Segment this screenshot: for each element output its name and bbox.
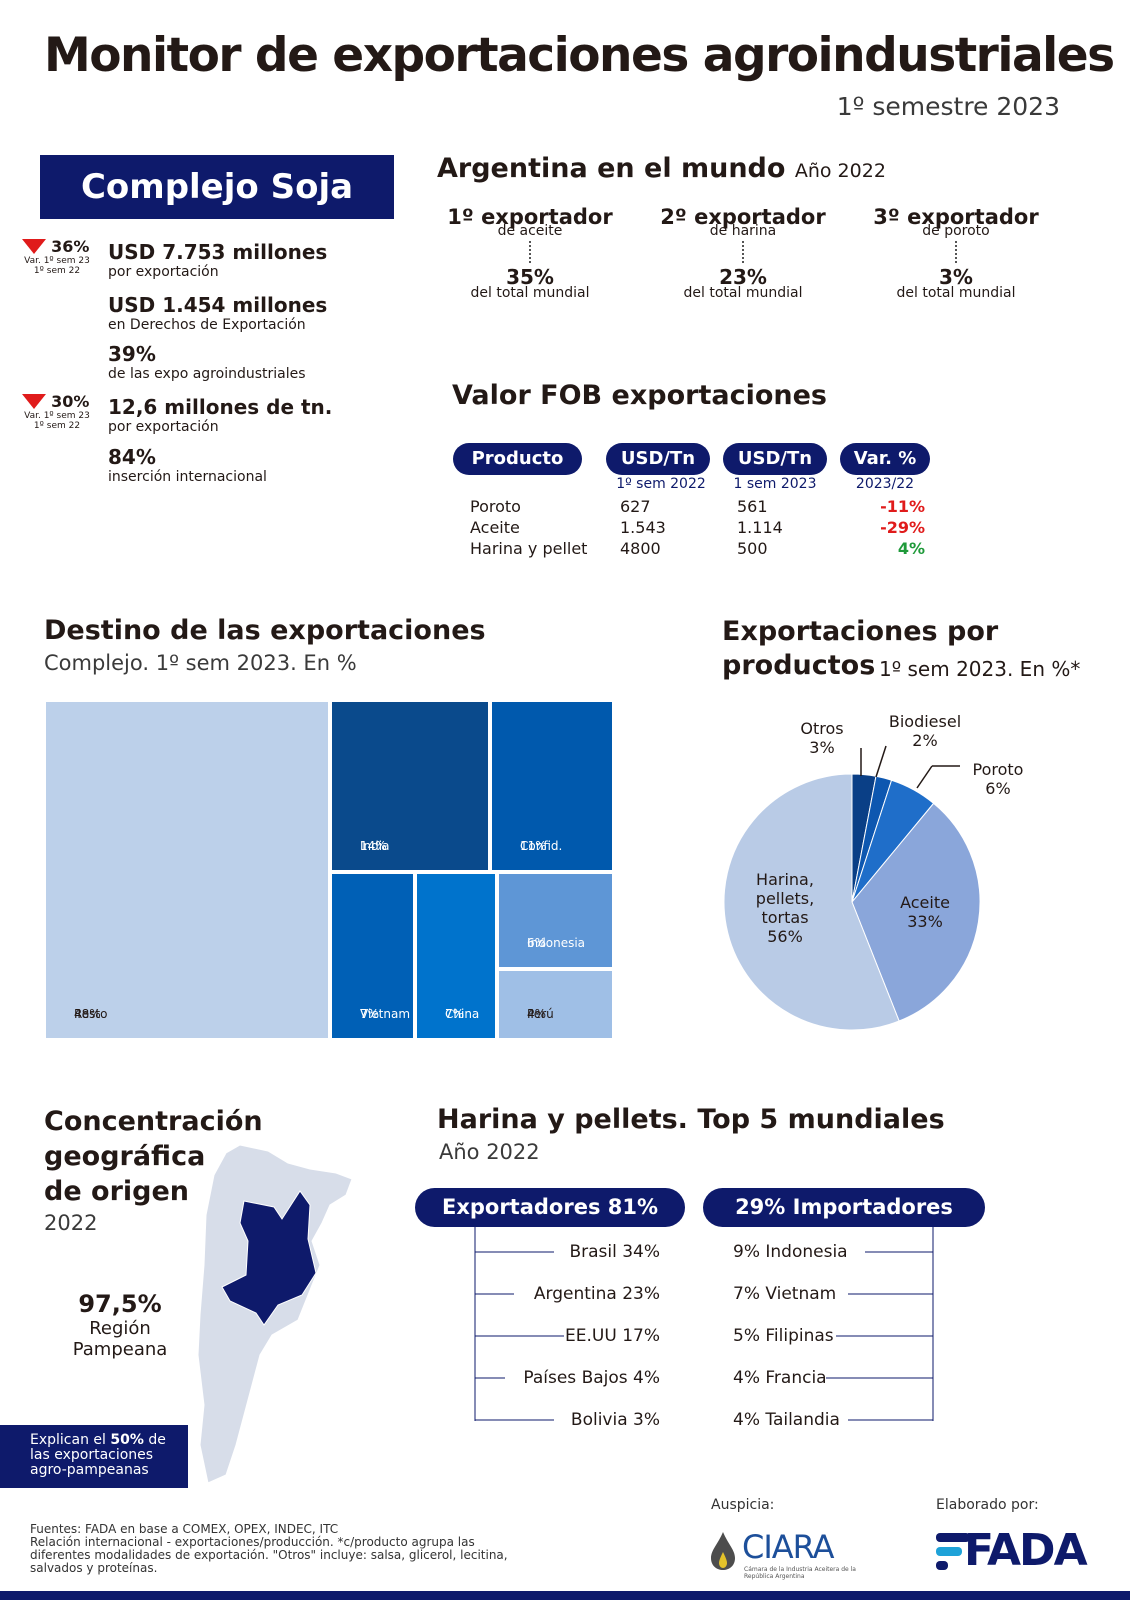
world-title: Argentina en el mundo Año 2022 [437,153,886,184]
made-by-label: Elaborado por: [936,1497,1039,1513]
argentina-map [197,1145,353,1484]
down-arrow-icon [22,239,46,254]
geo-year: 2022 [44,1211,98,1235]
bottom-bar [0,1591,1130,1600]
importer-item: 5% Filipinas [733,1326,834,1346]
rank-bean: 3º exportador de poroto 3% del total mun… [873,205,1039,301]
rank-meal: 2º exportador de harina 23% del total mu… [660,205,826,301]
col-subheader: 2023/22 [855,476,915,492]
pampeana-region [221,1190,317,1326]
variation-value: 36% [51,237,90,256]
rank-oil: 1º exportador de aceite 35% del total mu… [447,205,613,301]
destinations-title: Destino de las exportaciones [44,615,486,646]
importer-item: 7% Vietnam [733,1284,837,1304]
col-header-usd-2022: USD/Tn [606,443,710,475]
down-arrow-icon [22,394,46,409]
page-title: Monitor de exportaciones agroindustriale… [44,28,1115,83]
pie-label-biodiesel: Biodiesel 2% [888,712,962,750]
importers-header: 29% Importadores [703,1188,985,1227]
footer-notes: Fuentes: FADA en base a COMEX, OPEX, IND… [30,1522,508,1575]
geo-note: Explican el 50% de las exportaciones agr… [0,1425,188,1488]
treemap-cell-resto: Resto 48% [44,700,330,1040]
top5-connectors [474,1227,934,1421]
variation-label: Var. 1º sem 23 1º sem 22 [24,256,90,276]
destinations-subtitle: Complejo. 1º sem 2023. En % [44,651,357,675]
pie-subtitle: 1º sem 2023. En %* [879,657,1081,681]
geo-title: Concentración geográfica de origen [44,1106,263,1207]
world-year: Año 2022 [794,160,886,182]
col-subheader: 1 sem 2023 [733,476,817,492]
exporters-header: Exportadores 81% [415,1188,685,1227]
kpi-tonnes: 12,6 millones de tn. por exportación [108,395,333,435]
treemap: Resto 48% India 14% Confid. 11% Vietnam … [44,700,614,1040]
variation-badge: 36% Var. 1º sem 23 1º sem 22 [22,237,92,276]
ciara-logo: CIARA Cámara de la Industria Aceitera de… [708,1528,858,1583]
kpi-duties: USD 1.454 millones en Derechos de Export… [108,293,328,333]
exporter-item: EE.UU 17% [565,1326,660,1346]
exporter-item: Bolivia 3% [570,1410,660,1430]
pie-label-otros: Otros 3% [800,719,844,757]
oil-drop-icon [711,1532,735,1570]
treemap-cell-confid: Confid. 11% [490,700,614,872]
importer-item: 4% Francia [733,1368,827,1388]
kpi-export-value: USD 7.753 millones por exportación [108,240,328,280]
importer-item: 9% Indonesia [733,1242,848,1262]
complex-title: Complejo Soja [40,155,394,219]
top5-title: Harina y pellets. Top 5 mundiales [437,1104,945,1135]
kpi-insertion: 84% inserción internacional [108,445,267,485]
fob-title: Valor FOB exportaciones [452,380,827,411]
leader-lines [860,745,960,789]
treemap-cell-china: China 7% [415,872,497,1040]
pie-slice-aceite [851,802,981,1022]
variation-label: Var. 1º sem 23 1º sem 22 [24,411,90,431]
fada-logo: FADA [936,1525,1096,1576]
col-header-product: Producto [453,443,582,475]
exporter-item: Brasil 34% [569,1242,660,1262]
treemap-cell-peru: Perú 4% [497,969,614,1040]
pie-label-harina: Harina, pellets, tortas 56% [755,870,815,946]
argentina-silhouette [197,1145,353,1484]
col-subheader: 1º sem 2022 [616,476,706,492]
treemap-cell-vietnam: Vietnam 7% [330,872,415,1040]
col-header-var: Var. % [840,443,930,475]
pie-chart [723,745,981,1031]
page-subtitle: 1º semestre 2023 [836,92,1060,121]
sponsor-label: Auspicia: [711,1497,775,1513]
exporter-item: Argentina 23% [533,1284,660,1304]
variation-badge: 30% Var. 1º sem 23 1º sem 22 [22,392,92,431]
fada-mark-icon [936,1533,970,1570]
pie-label-aceite: Aceite 33% [900,893,950,931]
pie-title: Exportaciones por productos 1º sem 2023.… [722,615,1080,683]
treemap-cell-indonesia: Indonesia 6% [497,872,614,969]
importer-item: 4% Tailandia [733,1410,840,1430]
pie-slice-harina [723,773,900,1031]
exporter-item: Países Bajos 4% [523,1368,660,1388]
pie-label-poroto: Poroto 6% [972,760,1024,798]
top5-year: Año 2022 [439,1140,540,1164]
col-header-usd-2023: USD/Tn [723,443,827,475]
variation-value: 30% [51,392,90,411]
geo-stat: 97,5% Región Pampeana [72,1290,168,1360]
kpi-share: 39% de las expo agroindustriales [108,342,306,382]
treemap-cell-india: India 14% [330,700,490,872]
